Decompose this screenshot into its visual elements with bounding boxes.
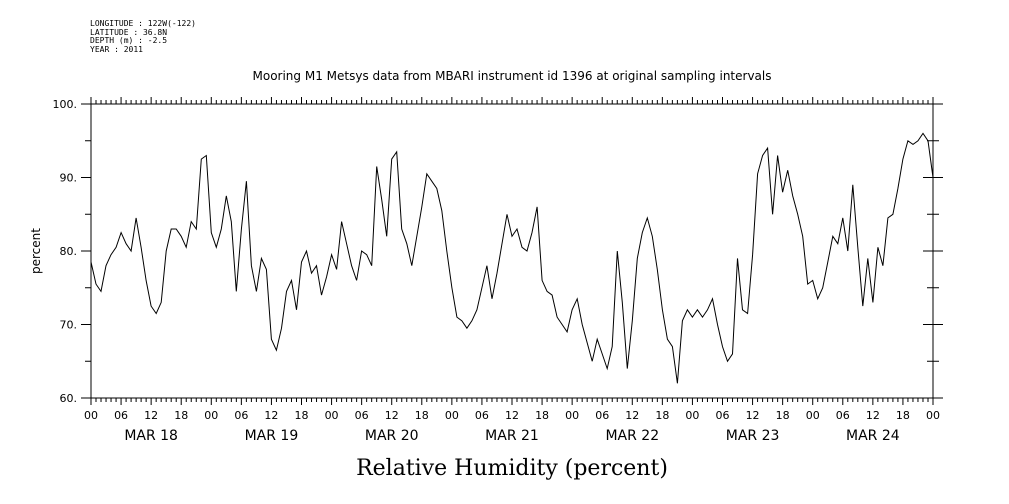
x-tick-label: 06 bbox=[595, 409, 609, 422]
x-day-label: MAR 22 bbox=[605, 428, 659, 444]
x-day-label: MAR 19 bbox=[245, 428, 299, 444]
x-tick-label: 18 bbox=[415, 409, 429, 422]
depth-text: DEPTH (m) : -2.5 bbox=[90, 36, 168, 45]
axis-ticks bbox=[81, 97, 943, 405]
chart-title: Mooring M1 Metsys data from MBARI instru… bbox=[253, 69, 772, 83]
x-day-label: MAR 18 bbox=[124, 428, 178, 444]
y-tick-label: 90. bbox=[60, 172, 78, 185]
y-tick-label: 70. bbox=[60, 319, 78, 332]
x-tick-label: 00 bbox=[325, 409, 339, 422]
x-day-labels: MAR 18 MAR 19 MAR 20 MAR 21 MAR 22 MAR 23 MAR … bbox=[124, 428, 899, 444]
x-tick-label: 12 bbox=[625, 409, 639, 422]
x-tick-label: 06 bbox=[475, 409, 489, 422]
latitude-text: LATITUDE : 36.8N bbox=[90, 27, 168, 37]
x-tick-label: 00 bbox=[685, 409, 699, 422]
x-tick-label: 06 bbox=[716, 409, 730, 422]
x-axis-label: Relative Humidity (percent) bbox=[356, 456, 668, 481]
y-tick-labels: 60. 70. 80. 90. 100. bbox=[53, 98, 78, 405]
metadata-block: LONGITUDE : 122W(-122) LATITUDE : 36.8N … bbox=[90, 19, 196, 54]
x-tick-label: 00 bbox=[445, 409, 459, 422]
y-tick-label: 60. bbox=[60, 392, 78, 405]
x-tick-label: 18 bbox=[174, 409, 188, 422]
x-tick-label: 12 bbox=[385, 409, 399, 422]
x-tick-label: 12 bbox=[866, 409, 880, 422]
x-tick-label: 12 bbox=[144, 409, 158, 422]
plot-frame bbox=[90, 103, 934, 399]
x-tick-label: 06 bbox=[836, 409, 850, 422]
x-tick-labels: 00 06 12 18 00 06 12 18 00 06 12 18 00 06 12 18 00 06 12 18… bbox=[84, 409, 940, 422]
x-tick-label: 06 bbox=[355, 409, 369, 422]
y-axis-label: percent bbox=[29, 228, 43, 274]
x-tick-label: 12 bbox=[505, 409, 519, 422]
x-day-label: MAR 23 bbox=[726, 428, 780, 444]
x-tick-label: 00 bbox=[806, 409, 820, 422]
x-tick-label: 18 bbox=[896, 409, 910, 422]
longitude-text: LONGITUDE : 122W(-122) bbox=[90, 19, 196, 28]
x-tick-label: 12 bbox=[264, 409, 278, 422]
x-day-label: MAR 21 bbox=[485, 428, 539, 444]
x-tick-label: 18 bbox=[295, 409, 309, 422]
x-tick-label: 00 bbox=[926, 409, 940, 422]
x-day-label: MAR 24 bbox=[846, 428, 900, 444]
x-tick-label: 18 bbox=[535, 409, 549, 422]
x-tick-label: 18 bbox=[776, 409, 790, 422]
y-tick-label: 80. bbox=[60, 245, 78, 258]
y-tick-label: 100. bbox=[53, 98, 78, 111]
x-tick-label: 00 bbox=[204, 409, 218, 422]
x-tick-label: 18 bbox=[655, 409, 669, 422]
x-day-label: MAR 20 bbox=[365, 428, 419, 444]
humidity-series-line bbox=[90, 132, 934, 384]
x-tick-label: 06 bbox=[234, 409, 248, 422]
year-text: YEAR : 2011 bbox=[90, 44, 143, 54]
x-tick-label: 06 bbox=[114, 409, 128, 422]
x-tick-label: 00 bbox=[84, 409, 98, 422]
x-tick-label: 00 bbox=[565, 409, 579, 422]
x-tick-label: 12 bbox=[746, 409, 760, 422]
